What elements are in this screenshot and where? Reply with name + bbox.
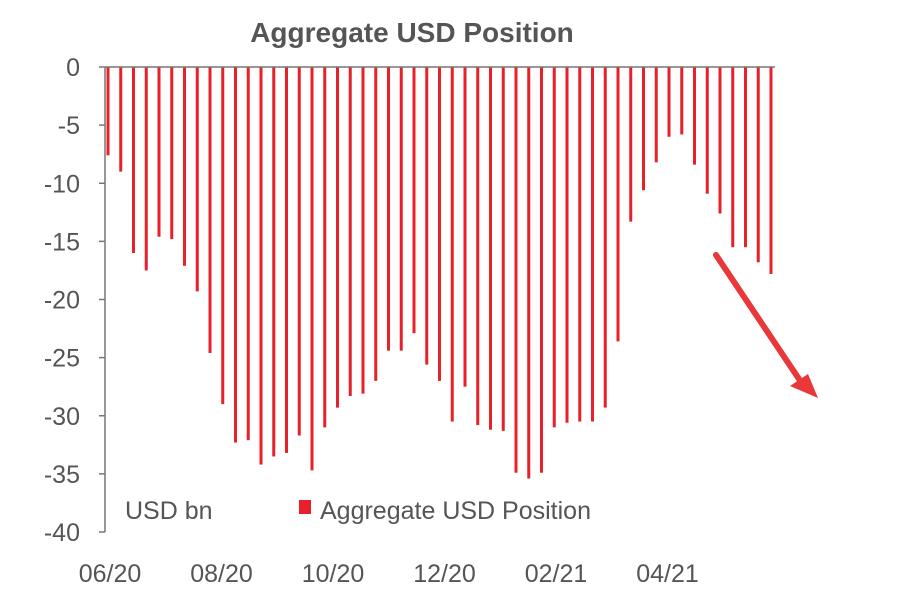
- legend-label: Aggregate USD Position: [320, 497, 591, 525]
- bar: [361, 67, 365, 394]
- bar: [259, 67, 263, 465]
- bar: [310, 67, 314, 471]
- bars-group: [106, 67, 773, 479]
- bar: [119, 67, 123, 172]
- bar: [323, 67, 327, 428]
- bar: [132, 67, 135, 253]
- bar: [642, 67, 645, 191]
- trend-arrow-icon: [713, 252, 818, 398]
- x-tick-label: 04/21: [636, 560, 699, 588]
- x-tick-label: 06/20: [79, 560, 142, 588]
- y-tick-label: -15: [44, 228, 80, 256]
- y-ticks-group: 0 -5 -10 -15 -20 -25 -30 -35 -40: [44, 54, 105, 547]
- bar: [106, 67, 110, 156]
- bar: [693, 67, 696, 165]
- bar: [387, 67, 390, 351]
- bar: [285, 67, 288, 453]
- bar: [208, 67, 212, 353]
- bar: [374, 67, 378, 381]
- bar: [412, 67, 416, 334]
- bar: [246, 67, 250, 441]
- x-tick-label: 12/20: [413, 560, 476, 588]
- bar: [425, 67, 429, 365]
- bar: [170, 67, 174, 240]
- bar: [501, 67, 505, 431]
- bar: [565, 67, 569, 423]
- bar: [514, 67, 518, 473]
- bar: [438, 67, 441, 381]
- y-tick-label: -30: [44, 403, 80, 431]
- unit-label: USD bn: [125, 497, 213, 525]
- bar: [272, 67, 276, 457]
- y-tick-label: -25: [44, 345, 80, 373]
- bar: [234, 67, 237, 443]
- bar: [769, 67, 773, 274]
- bar: [348, 67, 352, 396]
- bar: [616, 67, 620, 342]
- bar: [157, 67, 161, 237]
- bar: [450, 67, 454, 422]
- x-ticks-group: 06/20 08/20 10/20 12/20 02/21 04/21: [79, 560, 699, 588]
- y-tick-label: -20: [44, 287, 80, 315]
- y-tick-label: -5: [58, 112, 80, 140]
- y-tick-label: -40: [44, 519, 80, 547]
- bar: [667, 67, 671, 137]
- x-tick-label: 10/20: [302, 560, 365, 588]
- bar: [744, 67, 747, 248]
- bar: [705, 67, 709, 194]
- bar: [591, 67, 594, 422]
- bar: [399, 67, 403, 351]
- bar: [476, 67, 480, 426]
- bar: [756, 67, 760, 263]
- bar: [463, 67, 467, 387]
- y-tick-label: -35: [44, 461, 80, 489]
- bar: [195, 67, 199, 292]
- bar: [221, 67, 225, 405]
- bar: [718, 67, 722, 214]
- bar: [654, 67, 658, 163]
- x-tick-label: 08/20: [190, 560, 253, 588]
- y-tick-label: 0: [66, 54, 80, 82]
- bar: [680, 67, 684, 135]
- bar: [144, 67, 148, 271]
- bar: [297, 67, 301, 436]
- bar: [540, 67, 543, 473]
- bar: [527, 67, 531, 479]
- x-tick-label: 02/21: [525, 560, 588, 588]
- bar: [578, 67, 582, 422]
- y-tick-label: -10: [44, 170, 80, 198]
- bar: [731, 67, 735, 248]
- chart-title: Aggregate USD Position: [250, 17, 574, 48]
- bar: [489, 67, 492, 430]
- bar: [183, 67, 186, 266]
- bar: [336, 67, 339, 408]
- bar: [629, 67, 633, 222]
- bar: [603, 67, 607, 408]
- bar: [552, 67, 556, 428]
- legend-swatch: [299, 500, 311, 514]
